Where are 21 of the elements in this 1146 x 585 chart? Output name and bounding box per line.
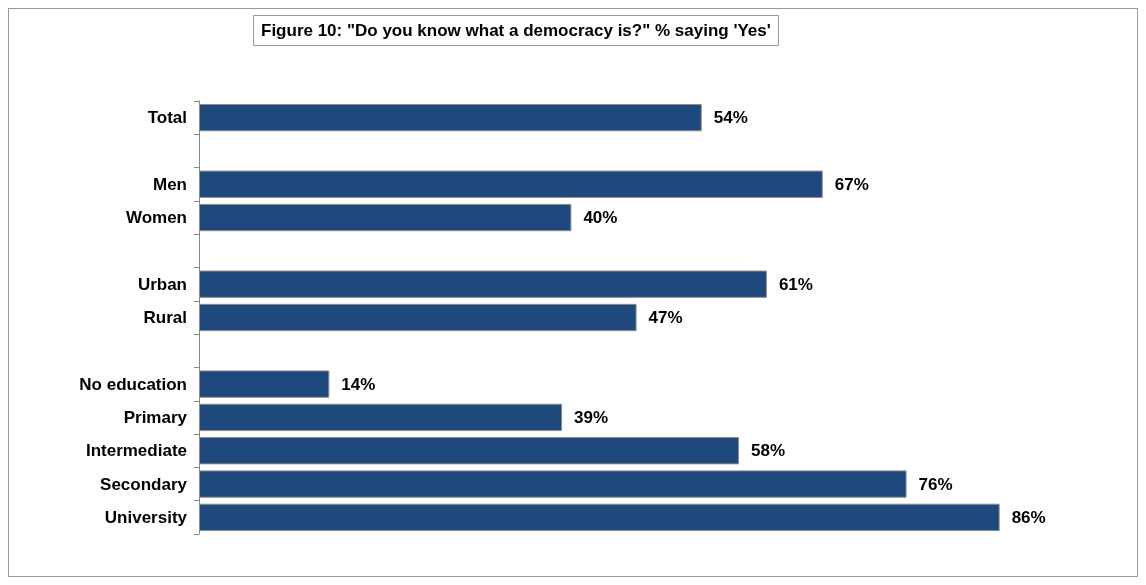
y-tick-label: Men [153,174,187,194]
data-label: 54% [713,108,748,128]
y-tick-label: Intermediate [85,441,187,461]
data-label: 40% [583,208,618,228]
data-label: 76% [918,474,953,494]
data-label: 67% [834,174,869,194]
data-label: 58% [750,441,786,461]
data-label: 61% [778,274,813,294]
y-tick-label: Women [125,208,187,228]
data-label: 47% [648,308,683,327]
y-tick-label: Secondary [100,474,188,494]
data-label: 86% [1011,507,1046,527]
y-tick-label: Rural [143,308,187,327]
y-tick-label: Total [147,108,187,128]
data-label: 14% [341,374,376,394]
data-label: 39% [574,407,609,427]
chart-title: Figure 10: "Do you know what a democracy is?" % saying 'Yes' [261,21,771,40]
y-tick-label: No education [79,374,187,394]
y-tick-label: Urban [137,274,187,294]
y-tick-label: Primary [123,407,188,427]
y-tick-label: University [104,507,188,527]
